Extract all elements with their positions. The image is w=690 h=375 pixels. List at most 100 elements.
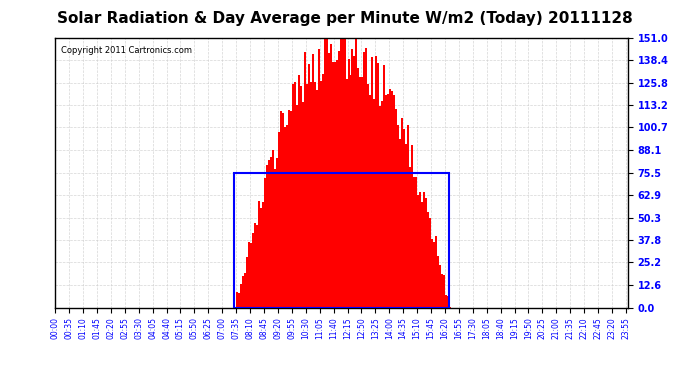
Bar xyxy=(317,49,319,308)
Bar xyxy=(264,178,266,308)
Text: Solar Radiation & Day Average per Minute W/m2 (Today) 20111128: Solar Radiation & Day Average per Minute… xyxy=(57,11,633,26)
Bar xyxy=(248,242,250,308)
Bar xyxy=(304,52,306,308)
Bar xyxy=(312,54,314,307)
Bar xyxy=(335,60,337,308)
Bar xyxy=(330,44,332,308)
Bar xyxy=(413,177,415,308)
Bar xyxy=(393,95,395,308)
Bar xyxy=(274,169,276,308)
Bar xyxy=(276,158,278,308)
Bar xyxy=(328,53,330,307)
Bar xyxy=(433,243,435,308)
Bar xyxy=(443,275,445,308)
Bar xyxy=(278,132,280,308)
Bar xyxy=(234,172,449,308)
Bar xyxy=(395,109,397,307)
Bar xyxy=(407,125,409,308)
Bar xyxy=(280,111,282,308)
Bar xyxy=(332,62,333,308)
Bar xyxy=(425,198,427,308)
Bar xyxy=(437,256,439,308)
Bar xyxy=(415,177,417,308)
Bar xyxy=(419,192,421,308)
Bar xyxy=(369,95,371,308)
Bar xyxy=(286,125,288,308)
Bar xyxy=(294,82,296,308)
Bar xyxy=(441,274,443,308)
Bar xyxy=(302,102,304,308)
Bar xyxy=(284,127,286,308)
Bar xyxy=(290,111,292,308)
Bar xyxy=(423,192,425,308)
Bar xyxy=(319,81,322,308)
Bar xyxy=(380,106,382,308)
Bar xyxy=(240,284,242,308)
Bar xyxy=(384,65,385,308)
Bar xyxy=(270,157,272,308)
Bar xyxy=(256,225,258,308)
Bar xyxy=(337,51,339,308)
Bar xyxy=(397,125,400,308)
Bar xyxy=(385,95,387,308)
Bar xyxy=(308,64,310,308)
Bar xyxy=(364,52,366,308)
Bar xyxy=(429,217,431,308)
Bar xyxy=(421,202,423,308)
Bar xyxy=(362,77,364,308)
Bar xyxy=(382,101,384,308)
Bar xyxy=(262,202,264,308)
Bar xyxy=(348,59,350,308)
Bar xyxy=(234,307,236,308)
Bar xyxy=(351,49,353,308)
Bar xyxy=(260,208,262,308)
Bar xyxy=(306,84,308,308)
Bar xyxy=(431,239,433,308)
Bar xyxy=(244,273,246,308)
Bar xyxy=(246,257,248,307)
Bar xyxy=(344,38,346,308)
Bar xyxy=(366,48,367,308)
Bar xyxy=(254,223,256,308)
Bar xyxy=(342,38,344,308)
Bar xyxy=(357,68,359,308)
Bar xyxy=(391,91,393,308)
Bar xyxy=(282,113,284,308)
Bar xyxy=(387,94,389,308)
Bar xyxy=(339,38,342,308)
Bar xyxy=(400,140,401,308)
Bar xyxy=(250,243,252,308)
Bar xyxy=(355,38,357,308)
Bar xyxy=(350,75,351,307)
Bar xyxy=(409,166,411,308)
Bar xyxy=(292,84,294,308)
Bar xyxy=(427,212,429,308)
Bar xyxy=(435,236,437,308)
Bar xyxy=(322,74,324,308)
Bar xyxy=(346,79,348,308)
Bar xyxy=(417,195,419,308)
Bar xyxy=(373,99,375,308)
Bar xyxy=(288,110,290,308)
Bar xyxy=(367,84,369,308)
Bar xyxy=(326,38,328,308)
Bar xyxy=(333,62,335,308)
Bar xyxy=(377,63,380,308)
Bar xyxy=(324,38,326,308)
Bar xyxy=(445,295,447,307)
Bar xyxy=(272,150,274,308)
Bar xyxy=(403,129,405,308)
Bar xyxy=(298,75,299,308)
Bar xyxy=(411,145,413,308)
Bar xyxy=(299,86,302,308)
Bar xyxy=(375,57,377,308)
Bar xyxy=(236,292,238,308)
Bar xyxy=(389,90,391,308)
Bar xyxy=(316,90,317,308)
Bar xyxy=(252,233,254,308)
Bar xyxy=(242,276,244,308)
Bar xyxy=(268,160,270,308)
Bar xyxy=(405,144,407,308)
Bar xyxy=(401,118,403,308)
Bar xyxy=(447,297,449,307)
